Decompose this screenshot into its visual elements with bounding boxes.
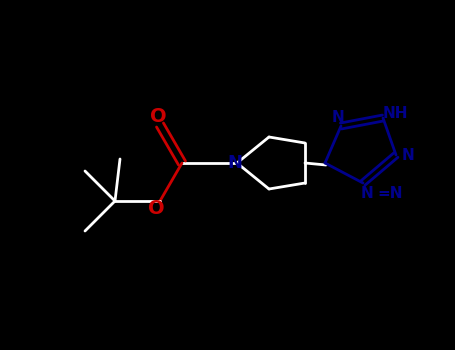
Text: O: O <box>148 199 164 218</box>
Text: NH: NH <box>382 105 408 120</box>
Text: =N: =N <box>377 186 403 201</box>
Text: O: O <box>150 107 167 126</box>
Text: N: N <box>361 186 374 201</box>
Text: N: N <box>332 111 344 126</box>
Text: N: N <box>402 147 415 162</box>
Text: N: N <box>228 154 243 172</box>
